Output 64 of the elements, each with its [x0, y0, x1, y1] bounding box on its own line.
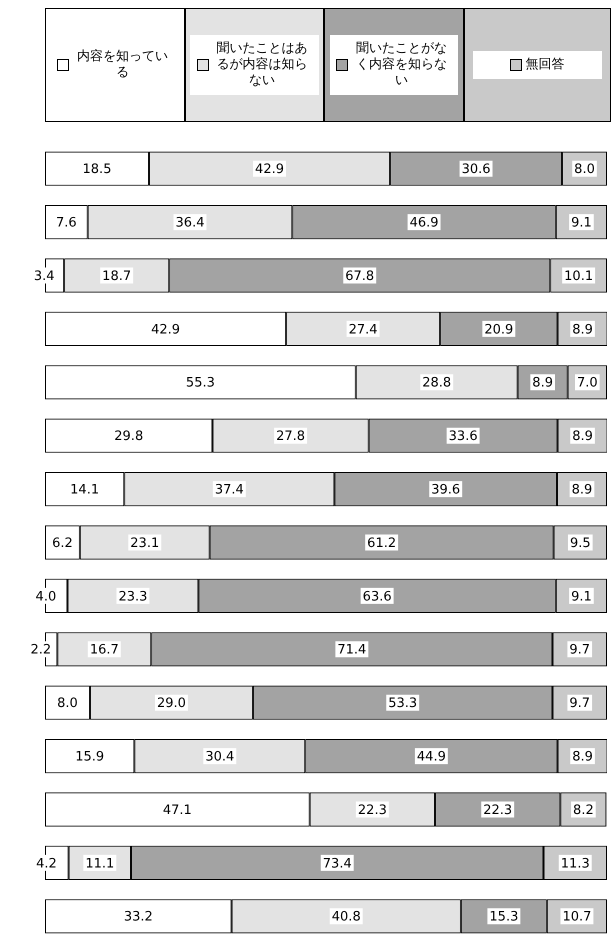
data-label: 8.9	[572, 749, 593, 764]
data-label: 8.9	[572, 482, 592, 498]
data-label: 29.8	[114, 429, 144, 444]
data-label: 8.9	[532, 376, 553, 391]
data-label: 14.1	[70, 482, 100, 498]
data-label: 8.9	[572, 322, 593, 338]
legend-label: 聞いたことがなく内容を知らない	[354, 41, 448, 89]
text: 内容を知っている	[76, 49, 169, 81]
data-label: 23.1	[130, 536, 160, 551]
data-label: 33.6	[448, 429, 478, 444]
data-label: 3.4	[34, 268, 55, 284]
data-label: 18.5	[82, 162, 112, 178]
data-label: 15.9	[75, 749, 104, 764]
data-label: 30.6	[462, 162, 491, 178]
data-label: 16.7	[90, 642, 119, 658]
data-label: 9.5	[570, 536, 591, 551]
data-label: 27.4	[348, 322, 378, 338]
data-label: 23.3	[118, 589, 148, 604]
data-label: 20.9	[484, 322, 514, 338]
data-label: 9.7	[569, 642, 590, 658]
data-label: 11.3	[560, 856, 590, 872]
data-label: 53.3	[388, 696, 418, 712]
data-label: 29.0	[156, 696, 186, 712]
data-label: 9.7	[569, 696, 590, 712]
data-label: 15.3	[489, 910, 518, 925]
data-label: 33.2	[124, 910, 153, 925]
data-label: 7.6	[56, 215, 77, 230]
data-label: 39.6	[431, 482, 460, 498]
data-label: 11.1	[85, 856, 114, 872]
data-label: 40.8	[332, 910, 361, 925]
data-label: 8.0	[574, 162, 595, 178]
data-label: 42.9	[151, 322, 180, 338]
data-label: 63.6	[362, 589, 392, 604]
data-label: 42.9	[255, 162, 284, 178]
data-label: 30.4	[205, 749, 234, 764]
data-label: 44.9	[416, 749, 446, 764]
data-label: 18.7	[102, 268, 132, 284]
data-label: 4.0	[36, 589, 56, 604]
data-label: 71.4	[337, 642, 366, 658]
data-label: 8.9	[572, 429, 593, 444]
data-label: 6.2	[52, 536, 73, 551]
data-label: 22.3	[358, 802, 387, 818]
data-label: 2.2	[30, 642, 52, 658]
data-label: 4.2	[36, 856, 57, 872]
data-label: 8.2	[573, 802, 594, 818]
data-label: 67.8	[345, 268, 374, 284]
data-label: 8.0	[57, 696, 78, 712]
data-label: 22.3	[483, 802, 512, 818]
data-label: 27.8	[276, 429, 306, 444]
data-label: 7.0	[576, 376, 598, 391]
data-label: 9.1	[571, 589, 592, 604]
data-label: 28.8	[422, 376, 452, 391]
legend-label: 無回答	[525, 57, 564, 73]
legend-label: 聞いたことはあるが内容は知らない	[215, 41, 308, 89]
data-label: 55.3	[186, 376, 215, 391]
data-label: 61.2	[367, 536, 396, 551]
data-label: 46.9	[410, 215, 439, 230]
data-label: 47.1	[162, 802, 192, 818]
data-label: 10.7	[562, 910, 592, 925]
data-label: 9.1	[571, 215, 592, 230]
data-label: 10.1	[564, 268, 594, 284]
data-label: 36.4	[176, 215, 204, 230]
data-label: 37.4	[214, 482, 244, 498]
data-label: 73.4	[322, 856, 352, 872]
